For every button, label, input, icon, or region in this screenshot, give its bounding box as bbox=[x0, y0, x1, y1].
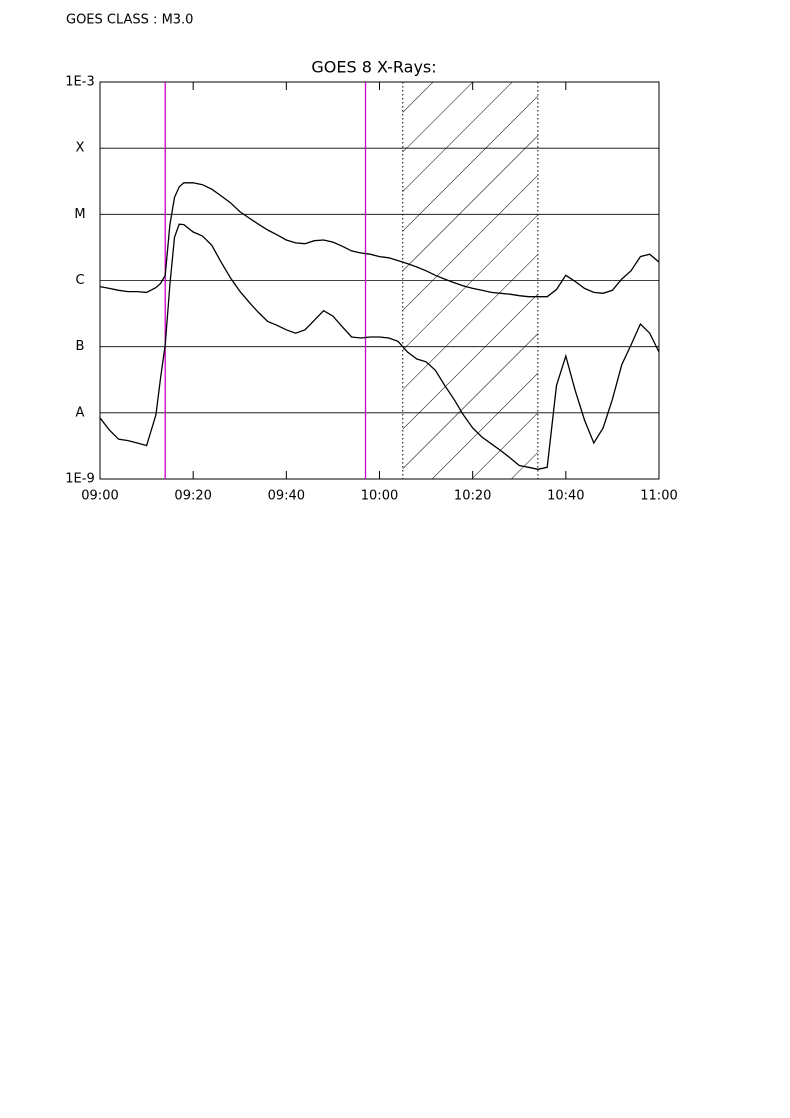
x-tick-label: 10:20 bbox=[454, 489, 491, 504]
y-tick-label: B bbox=[76, 339, 85, 354]
x-tick-label: 09:00 bbox=[81, 489, 118, 504]
flux-line bbox=[99, 223, 660, 470]
y-tick-label: C bbox=[75, 273, 84, 288]
x-tick-label: 10:00 bbox=[361, 489, 398, 504]
y-tick-label: 1E-3 bbox=[65, 75, 94, 90]
y-tick-label: X bbox=[76, 141, 85, 156]
header-text: GOES CLASS : M3.0 bbox=[66, 13, 193, 28]
y-tick-label: 1E-9 bbox=[65, 472, 94, 487]
plot-frame bbox=[99, 81, 660, 480]
x-tick-label: 10:40 bbox=[547, 489, 584, 504]
flux-line bbox=[99, 182, 660, 298]
y-tick-label: M bbox=[74, 207, 85, 222]
x-tick-label: 11:00 bbox=[640, 489, 677, 504]
y-tick-label: A bbox=[76, 405, 85, 420]
x-tick-label: 09:40 bbox=[268, 489, 305, 504]
x-tick-label: 09:20 bbox=[174, 489, 211, 504]
chart-title: GOES 8 X-Rays: bbox=[311, 58, 436, 77]
